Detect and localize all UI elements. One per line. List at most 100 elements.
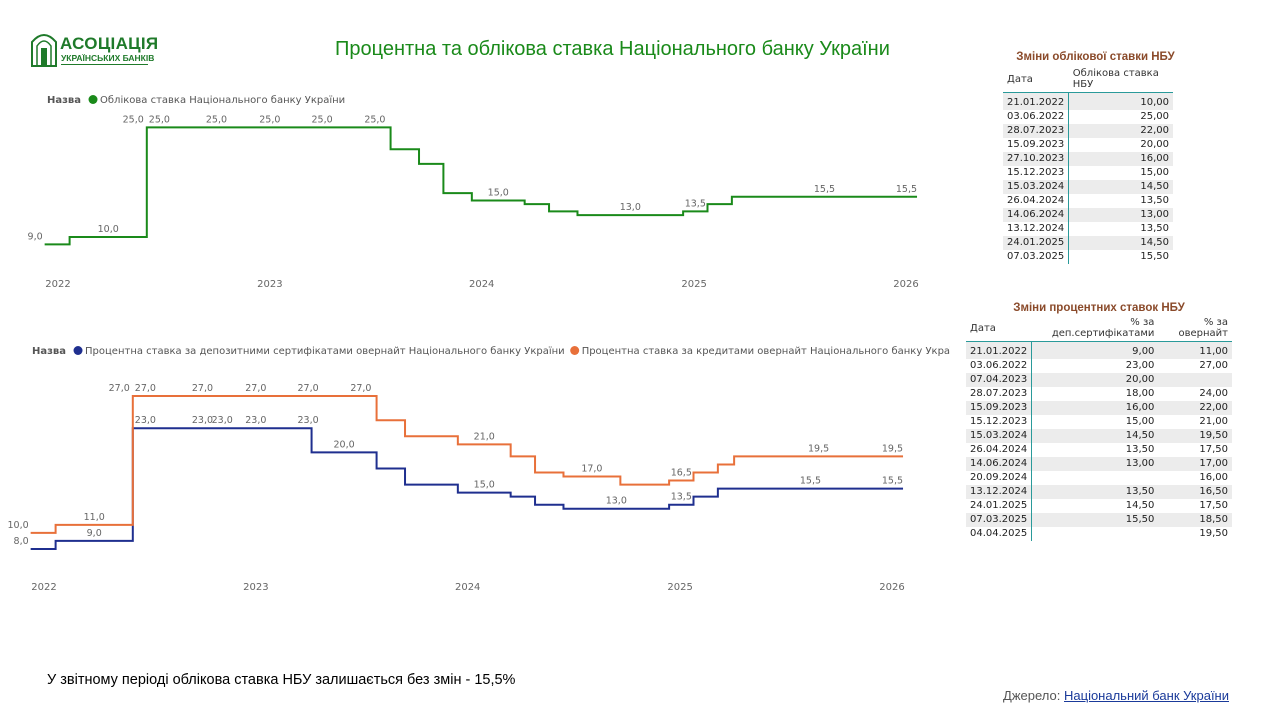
- cell-date: 13.12.2024: [1003, 222, 1070, 236]
- cell-date: 28.07.2023: [1003, 124, 1070, 138]
- legend-entry: Процентна ставка за кредитами овернайт Н…: [582, 345, 950, 357]
- source-link[interactable]: Національний банк України: [1064, 688, 1229, 703]
- cell-value: 14,50: [1068, 236, 1173, 250]
- table-row: 26.04.2024 13,50 17,50: [966, 443, 1232, 457]
- data-label: 13,0: [606, 496, 627, 507]
- cell-date: 21.01.2022: [966, 341, 1033, 359]
- cell-value: 17,50: [1199, 500, 1228, 511]
- cell-value: 15,50: [1031, 513, 1159, 527]
- cell-value: [1032, 527, 1159, 541]
- data-label: 23,0: [245, 415, 266, 426]
- cell-value: 22,00: [1158, 401, 1232, 415]
- data-label: 25,0: [149, 114, 170, 125]
- data-label: 25,0: [259, 114, 280, 125]
- data-label: 15,0: [474, 480, 495, 491]
- table-row: 13.12.2024 13,50: [1003, 222, 1173, 236]
- cell-date: 04.04.2025: [966, 527, 1033, 541]
- data-label: 13,0: [620, 202, 641, 213]
- data-label: 15,0: [488, 187, 509, 198]
- cell-value: 14,50: [1125, 500, 1155, 511]
- series-line: [44, 126, 918, 246]
- data-label: 10,0: [7, 520, 28, 531]
- cell-date: 03.06.2022: [966, 359, 1033, 373]
- cell-date: 13.12.2024: [966, 485, 1033, 499]
- table-row: 24.01.2025 14,50: [1003, 236, 1173, 250]
- legend-entry: Процентна ставка за депозитними сертифік…: [85, 345, 565, 357]
- series-line: [30, 395, 904, 534]
- cell-value: 21,00: [1199, 416, 1228, 427]
- legend-title: Назва: [32, 346, 66, 357]
- data-label: 25,0: [123, 114, 144, 125]
- interest-rate-chart: Назва Процентна ставка за депозитними сер…: [0, 338, 965, 604]
- cell-value: 16,00: [1199, 472, 1228, 483]
- cell-value: 19,50: [1158, 429, 1232, 443]
- series-line: [30, 427, 904, 550]
- table-row: 07.03.2025 15,50 18,50: [966, 513, 1232, 527]
- rates-table: Дата % за деп.сертифікатами % за овернай…: [966, 315, 1232, 541]
- x-tick-label: 2025: [681, 279, 706, 290]
- rates-table-title: Зміни процентних ставок НБУ: [1013, 302, 1185, 314]
- cell-date: 26.04.2024: [1003, 194, 1070, 208]
- cell-value: 17,00: [1158, 457, 1232, 471]
- data-label: 23,0: [135, 415, 156, 426]
- table-row: 21.01.2022 10,00: [1003, 92, 1173, 110]
- legend-entry: Облікова ставка Національного банку Укра…: [100, 94, 345, 106]
- cell-date: 15.03.2024: [1003, 180, 1070, 194]
- table-row: 15.03.2024 14,50: [1003, 180, 1173, 194]
- col-overnight-rate: % за овернайт: [1158, 315, 1232, 342]
- cell-value: 13,50: [1031, 485, 1159, 499]
- discount-table: Дата Облікова ставка НБУ 21.01.2022 10,00…: [1003, 66, 1173, 264]
- interest-rate-chart-svg: Назва Процентна ставка за депозитними сер…: [7, 345, 965, 593]
- logo-name: АСОЦІАЦІЯ: [60, 34, 159, 53]
- table-row: 15.09.2023 20,00: [1003, 138, 1173, 152]
- cell-date: 20.09.2024: [966, 471, 1033, 485]
- table-row: 26.04.2024 13,50: [1003, 194, 1173, 208]
- data-label: 21,0: [474, 431, 495, 442]
- cell-value: 15,00: [1140, 167, 1169, 178]
- cell-value: 10,00: [1068, 92, 1173, 110]
- legend: Назва Облікова ставка Національного банку…: [47, 94, 345, 106]
- table-row: 15.12.2023 15,00 21,00: [966, 415, 1232, 429]
- data-label: 13,5: [671, 492, 692, 503]
- cell-date: 15.12.2023: [1003, 166, 1070, 180]
- cell-value: 13,00: [1068, 208, 1173, 222]
- cell-value: 22,00: [1068, 124, 1173, 138]
- x-tick-label: 2024: [469, 279, 494, 290]
- cell-date: 15.12.2023: [966, 415, 1033, 429]
- cell-value: 25,00: [1140, 111, 1169, 122]
- cell-value: 17,50: [1199, 444, 1228, 455]
- x-tick-label: 2026: [893, 279, 918, 290]
- source: Джерело: Національний банк України: [1003, 688, 1229, 703]
- data-label: 9,0: [28, 231, 43, 242]
- x-tick-label: 2023: [257, 279, 282, 290]
- col-date: Дата: [1003, 66, 1069, 93]
- cell-value: 18,00: [1125, 388, 1155, 399]
- table-row: 14.06.2024 13,00 17,00: [966, 457, 1232, 471]
- cell-date: 28.07.2023: [966, 387, 1033, 401]
- data-label: 10,0: [98, 224, 119, 235]
- cell-value: 23,00: [1125, 360, 1155, 371]
- data-label: 27,0: [350, 383, 371, 394]
- cell-value: [1158, 373, 1232, 387]
- table-row: 28.07.2023 22,00: [1003, 124, 1173, 138]
- table-row: 03.06.2022 25,00: [1003, 110, 1173, 124]
- cell-date: 21.01.2022: [1003, 92, 1070, 110]
- cell-value: 27,00: [1199, 360, 1228, 371]
- table-row: 07.04.2023 20,00: [966, 373, 1232, 387]
- cell-value: 13,00: [1031, 457, 1159, 471]
- summary-note: У звітному періоді облікова ставка НБУ з…: [47, 672, 516, 688]
- data-label: 25,0: [364, 114, 385, 125]
- table-row: 20.09.2024 16,00: [966, 471, 1232, 485]
- col-deposit-rate: % за деп.сертифікатами: [1031, 315, 1159, 342]
- cell-value: 9,00: [1031, 341, 1159, 359]
- cell-date: 07.03.2025: [966, 513, 1033, 527]
- cell-date: 15.09.2023: [1003, 138, 1070, 152]
- table-row: 15.12.2023 15,00: [1003, 166, 1173, 180]
- cell-date: 15.03.2024: [966, 429, 1033, 443]
- table-row: 21.01.2022 9,00 11,00: [966, 341, 1232, 359]
- cell-date: 24.01.2025: [1003, 236, 1070, 250]
- data-label: 15,5: [814, 184, 835, 195]
- data-label: 25,0: [206, 114, 227, 125]
- data-label: 15,5: [896, 184, 917, 195]
- table-row: 14.06.2024 13,00: [1003, 208, 1173, 222]
